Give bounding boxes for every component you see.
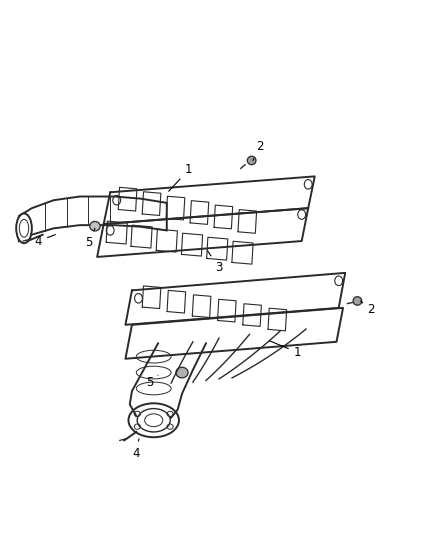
Ellipse shape — [128, 403, 179, 437]
Text: 2: 2 — [253, 140, 264, 160]
Text: 5: 5 — [85, 228, 95, 249]
Ellipse shape — [176, 367, 188, 378]
Polygon shape — [19, 197, 167, 241]
Ellipse shape — [16, 214, 32, 243]
Text: 1: 1 — [269, 341, 301, 359]
Text: 4: 4 — [133, 439, 140, 459]
Ellipse shape — [247, 156, 256, 165]
Ellipse shape — [137, 409, 170, 432]
Text: 2: 2 — [360, 301, 375, 317]
Text: 1: 1 — [169, 164, 192, 191]
Text: 4: 4 — [35, 235, 55, 247]
Text: 3: 3 — [208, 251, 223, 274]
Ellipse shape — [353, 297, 362, 305]
Ellipse shape — [19, 220, 29, 237]
Ellipse shape — [90, 221, 100, 231]
Text: 5: 5 — [146, 375, 158, 389]
